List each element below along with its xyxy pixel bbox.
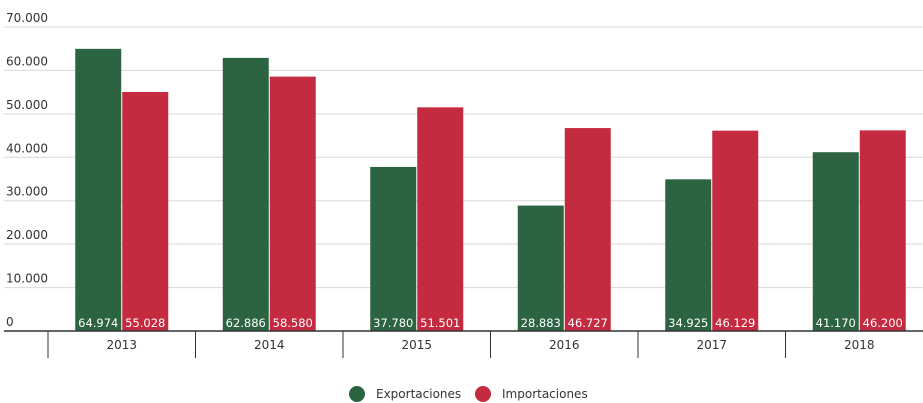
bar-importaciones-2015 (417, 107, 464, 331)
bar-exportaciones-2015 (370, 166, 417, 331)
y-tick-label: 10.000 (6, 272, 48, 286)
bar-importaciones-2016 (564, 128, 611, 331)
data-label: 46.200 (863, 316, 903, 330)
y-tick-label: 20.000 (6, 228, 48, 242)
bar-importaciones-2014 (269, 76, 316, 331)
x-tick-label: 2013 (106, 338, 137, 352)
data-label: 62.886 (226, 316, 266, 330)
x-tick-label: 2016 (549, 338, 580, 352)
bar-exportaciones-2016 (517, 205, 564, 331)
x-axis: 2013 2014 2015 2016 2017 2018 (4, 330, 923, 358)
data-label: 51.501 (420, 316, 460, 330)
data-label: 37.780 (373, 316, 413, 330)
bar-importaciones-2018 (859, 130, 906, 331)
x-tick-label: 2015 (401, 338, 432, 352)
legend: Exportaciones Importaciones (349, 386, 588, 402)
data-label: 58.580 (273, 316, 313, 330)
data-label: 34.925 (668, 316, 708, 330)
bar-exportaciones-2013 (75, 48, 122, 331)
x-tick-label: 2014 (254, 338, 285, 352)
legend-label: Importaciones (502, 387, 588, 401)
y-tick-label: 70.000 (6, 11, 48, 25)
data-labels: 64.974 55.028 62.886 58.580 37.780 51.501 28.8… (78, 316, 903, 330)
data-label: 64.974 (78, 316, 118, 330)
y-tick-label: 0 (6, 315, 14, 329)
data-label: 46.727 (568, 316, 608, 330)
x-tick-label: 2018 (844, 338, 875, 352)
bar-importaciones-2017 (712, 130, 759, 331)
y-axis-ticks: 0 10.000 20.000 30.000 40.000 50.000 60.000 70.… (6, 11, 48, 329)
y-tick-label: 40.000 (6, 141, 48, 155)
data-label: 46.129 (715, 316, 755, 330)
bar-exportaciones-2014 (222, 57, 269, 332)
y-tick-label: 60.000 (6, 54, 48, 68)
data-label: 28.883 (521, 316, 561, 330)
bars (75, 48, 906, 332)
x-tick-label: 2017 (696, 338, 727, 352)
bar-exportaciones-2017 (665, 179, 712, 331)
y-tick-label: 50.000 (6, 98, 48, 112)
data-label: 55.028 (125, 316, 165, 330)
bar-importaciones-2013 (122, 92, 169, 331)
data-label: 41.170 (816, 316, 856, 330)
legend-marker (349, 386, 365, 402)
legend-marker (475, 386, 491, 402)
y-tick-label: 30.000 (6, 185, 48, 199)
legend-label: Exportaciones (376, 387, 461, 401)
bar-exportaciones-2018 (812, 152, 859, 331)
